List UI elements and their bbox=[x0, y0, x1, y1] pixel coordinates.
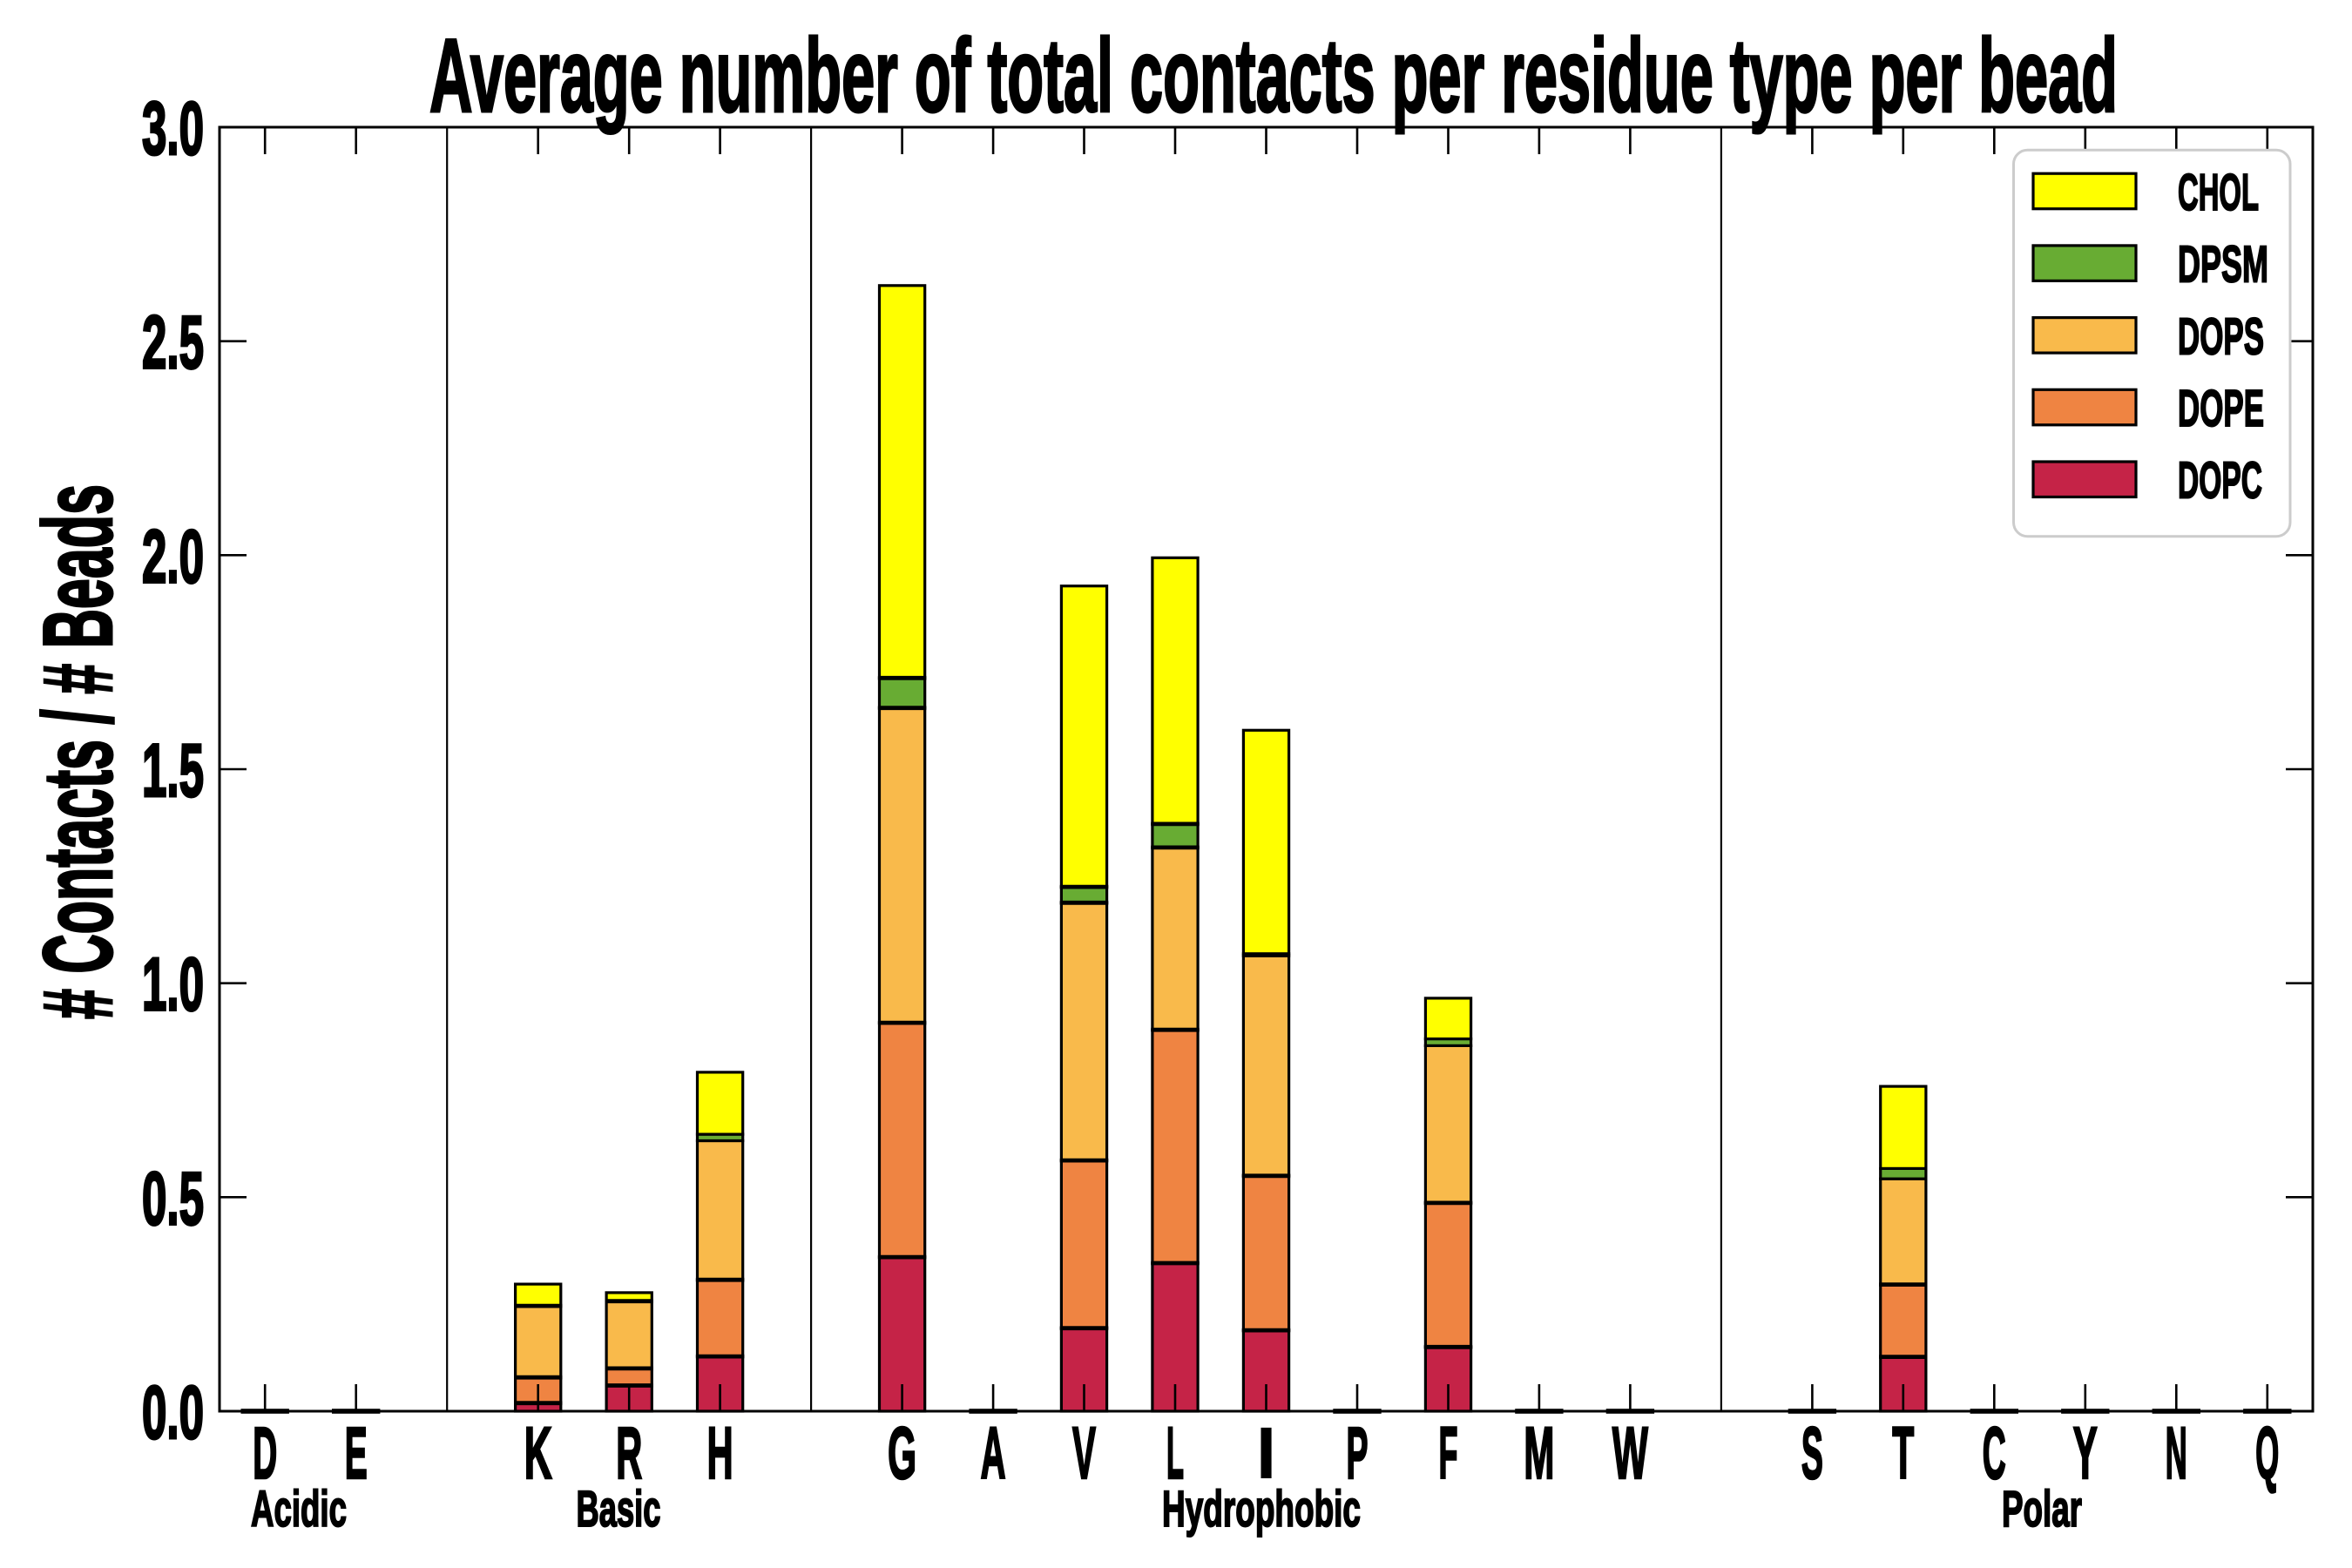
svg-text:Q: Q bbox=[2255, 1412, 2279, 1494]
svg-text:R: R bbox=[616, 1412, 642, 1494]
svg-text:A: A bbox=[981, 1412, 1006, 1494]
svg-text:DOPS: DOPS bbox=[2178, 308, 2264, 365]
svg-text:Average number of total contac: Average number of total contacts per res… bbox=[429, 17, 2118, 134]
svg-text:# Contacts / # Beads: # Contacts / # Beads bbox=[24, 484, 132, 1019]
svg-text:C: C bbox=[1983, 1412, 2006, 1494]
svg-text:DOPC: DOPC bbox=[2178, 452, 2262, 510]
svg-text:Y: Y bbox=[2073, 1412, 2098, 1494]
svg-text:N: N bbox=[2166, 1412, 2187, 1494]
svg-text:K: K bbox=[524, 1412, 552, 1494]
svg-text:P: P bbox=[1347, 1412, 1369, 1494]
svg-text:S: S bbox=[1801, 1412, 1823, 1494]
svg-text:L: L bbox=[1166, 1412, 1184, 1494]
svg-text:DOPE: DOPE bbox=[2178, 380, 2264, 437]
svg-text:V: V bbox=[1072, 1412, 1096, 1494]
svg-text:Hydrophobic: Hydrophobic bbox=[1162, 1481, 1361, 1538]
svg-text:0.0: 0.0 bbox=[142, 1371, 204, 1455]
svg-text:M: M bbox=[1524, 1412, 1554, 1494]
svg-text:T: T bbox=[1892, 1412, 1914, 1494]
svg-text:I: I bbox=[1256, 1412, 1276, 1494]
svg-text:1.0: 1.0 bbox=[142, 943, 204, 1027]
svg-text:CHOL: CHOL bbox=[2178, 164, 2259, 221]
svg-text:D: D bbox=[253, 1412, 277, 1494]
svg-text:H: H bbox=[707, 1412, 733, 1494]
svg-text:2.5: 2.5 bbox=[142, 301, 204, 385]
svg-text:W: W bbox=[1612, 1412, 1648, 1494]
svg-text:0.5: 0.5 bbox=[142, 1157, 204, 1240]
svg-text:3.0: 3.0 bbox=[142, 87, 204, 171]
svg-text:2.0: 2.0 bbox=[142, 515, 204, 598]
svg-text:1.5: 1.5 bbox=[142, 729, 204, 813]
svg-text:DPSM: DPSM bbox=[2178, 236, 2268, 294]
svg-text:Polar: Polar bbox=[2002, 1481, 2082, 1538]
svg-text:E: E bbox=[345, 1412, 368, 1494]
svg-text:F: F bbox=[1439, 1412, 1458, 1494]
svg-text:Basic: Basic bbox=[577, 1481, 661, 1538]
svg-text:Acidic: Acidic bbox=[251, 1481, 347, 1538]
svg-text:G: G bbox=[888, 1412, 916, 1494]
